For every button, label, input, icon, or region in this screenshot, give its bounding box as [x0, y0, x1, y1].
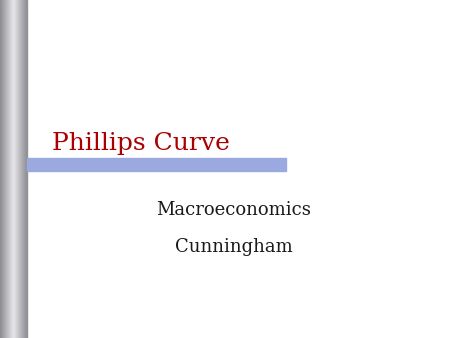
Bar	[19, 0, 20, 338]
Bar	[11, 0, 12, 338]
Text: Macroeconomics: Macroeconomics	[157, 200, 311, 219]
Bar	[6, 0, 7, 338]
Bar	[7, 0, 8, 338]
Bar	[17, 0, 18, 338]
Text: Cunningham: Cunningham	[175, 238, 293, 256]
Bar	[27, 158, 286, 171]
Bar	[23, 0, 24, 338]
Bar	[22, 0, 23, 338]
Bar	[10, 0, 11, 338]
Bar	[4, 0, 5, 338]
Bar	[20, 0, 21, 338]
Bar	[16, 0, 17, 338]
Bar	[3, 0, 4, 338]
Bar	[9, 0, 10, 338]
Bar	[21, 0, 22, 338]
Bar	[26, 0, 27, 338]
Bar	[12, 0, 13, 338]
Bar	[24, 0, 25, 338]
Bar	[1, 0, 2, 338]
Bar	[25, 0, 26, 338]
Bar	[2, 0, 3, 338]
Bar	[15, 0, 16, 338]
Text: Phillips Curve: Phillips Curve	[52, 132, 230, 155]
Bar	[0, 0, 1, 338]
Bar	[18, 0, 19, 338]
Bar	[8, 0, 9, 338]
Bar	[5, 0, 6, 338]
Bar	[22, 0, 23, 338]
Bar	[14, 0, 15, 338]
